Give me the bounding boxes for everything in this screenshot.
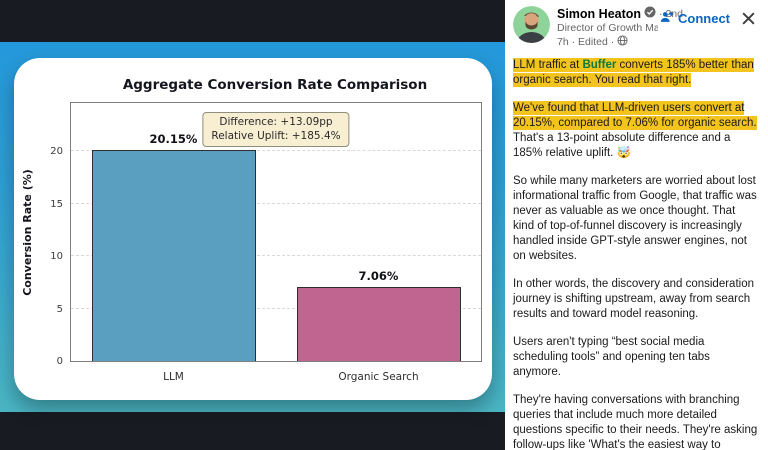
image-letterbox-bottom (0, 412, 505, 450)
buffer-link[interactable]: Buffer (582, 59, 617, 71)
post-timestamp: 7h · Edited · (557, 36, 615, 48)
verified-badge-icon (644, 6, 656, 21)
y-tick-label: 15 (50, 198, 63, 210)
gridline-10 (71, 255, 481, 257)
bar-llm (91, 149, 256, 361)
chart-card: Aggregate Conversion Rate Comparison Con… (14, 58, 492, 400)
annotation-uplift: Relative Uplift: +185.4% (211, 130, 341, 143)
gridline-5 (71, 307, 481, 309)
avatar[interactable] (513, 6, 550, 43)
person-add-icon (660, 10, 674, 27)
highlighted-stat: We've found that LLM-driven users conver… (513, 101, 757, 130)
chart-annotation-box: Difference: +13.09pp Relative Uplift: +1… (202, 112, 350, 148)
image-letterbox-top (0, 0, 505, 42)
avatar-photo (513, 6, 550, 43)
x-tick-label: Organic Search (338, 371, 419, 383)
bar-value-label: 20.15% (149, 131, 198, 146)
post-paragraph-5: Users aren't typing “best social media s… (513, 336, 710, 378)
bar-organic-search (296, 286, 461, 361)
connect-label: Connect (678, 11, 730, 26)
post-paragraph-2: We've found that LLM-driven users conver… (513, 101, 757, 159)
x-tick-label: LLM (163, 371, 184, 383)
y-axis-label: Conversion Rate (%) (20, 168, 34, 296)
y-tick-label: 20 (50, 146, 63, 158)
post-header: Simon Heaton · 2nd Director of Growth Ma… (513, 6, 758, 49)
close-icon (741, 12, 756, 29)
linkedin-post: Simon Heaton · 2nd Director of Growth Ma… (505, 0, 768, 450)
author-block: Simon Heaton · 2nd Director of Growth Ma… (557, 6, 683, 49)
post-image-chart[interactable]: Aggregate Conversion Rate Comparison Con… (0, 0, 505, 450)
gridline-15 (71, 202, 481, 204)
author-headline: Director of Growth Marketin... (557, 22, 658, 34)
post-paragraph-6: They're having conversations with branch… (513, 394, 758, 450)
post-paragraph-3: So while many marketers are worried abou… (513, 175, 757, 262)
y-tick-label: 5 (56, 303, 63, 315)
chart-title: Aggregate Conversion Rate Comparison (122, 77, 428, 93)
bar-value-label: 7.06% (358, 268, 399, 283)
header-actions: Connect (660, 6, 758, 28)
globe-icon (617, 35, 628, 49)
post-paragraph-1: LLM traffic at Buffer converts 185% bett… (513, 58, 754, 87)
annotation-difference: Difference: +13.09pp (219, 116, 333, 128)
y-tick-label: 10 (50, 251, 63, 263)
author-name[interactable]: Simon Heaton (557, 6, 642, 21)
gridline-20 (71, 150, 481, 152)
post-body: LLM traffic at Buffer converts 185% bett… (513, 58, 758, 450)
connect-button[interactable]: Connect (660, 10, 730, 27)
chart-plot-area: Conversion Rate (%) Difference: +13.09pp… (21, 102, 482, 383)
close-button[interactable] (739, 9, 758, 28)
post-paragraph-4: In other words, the discovery and consid… (513, 278, 754, 320)
y-tick-label: 0 (56, 356, 63, 367)
